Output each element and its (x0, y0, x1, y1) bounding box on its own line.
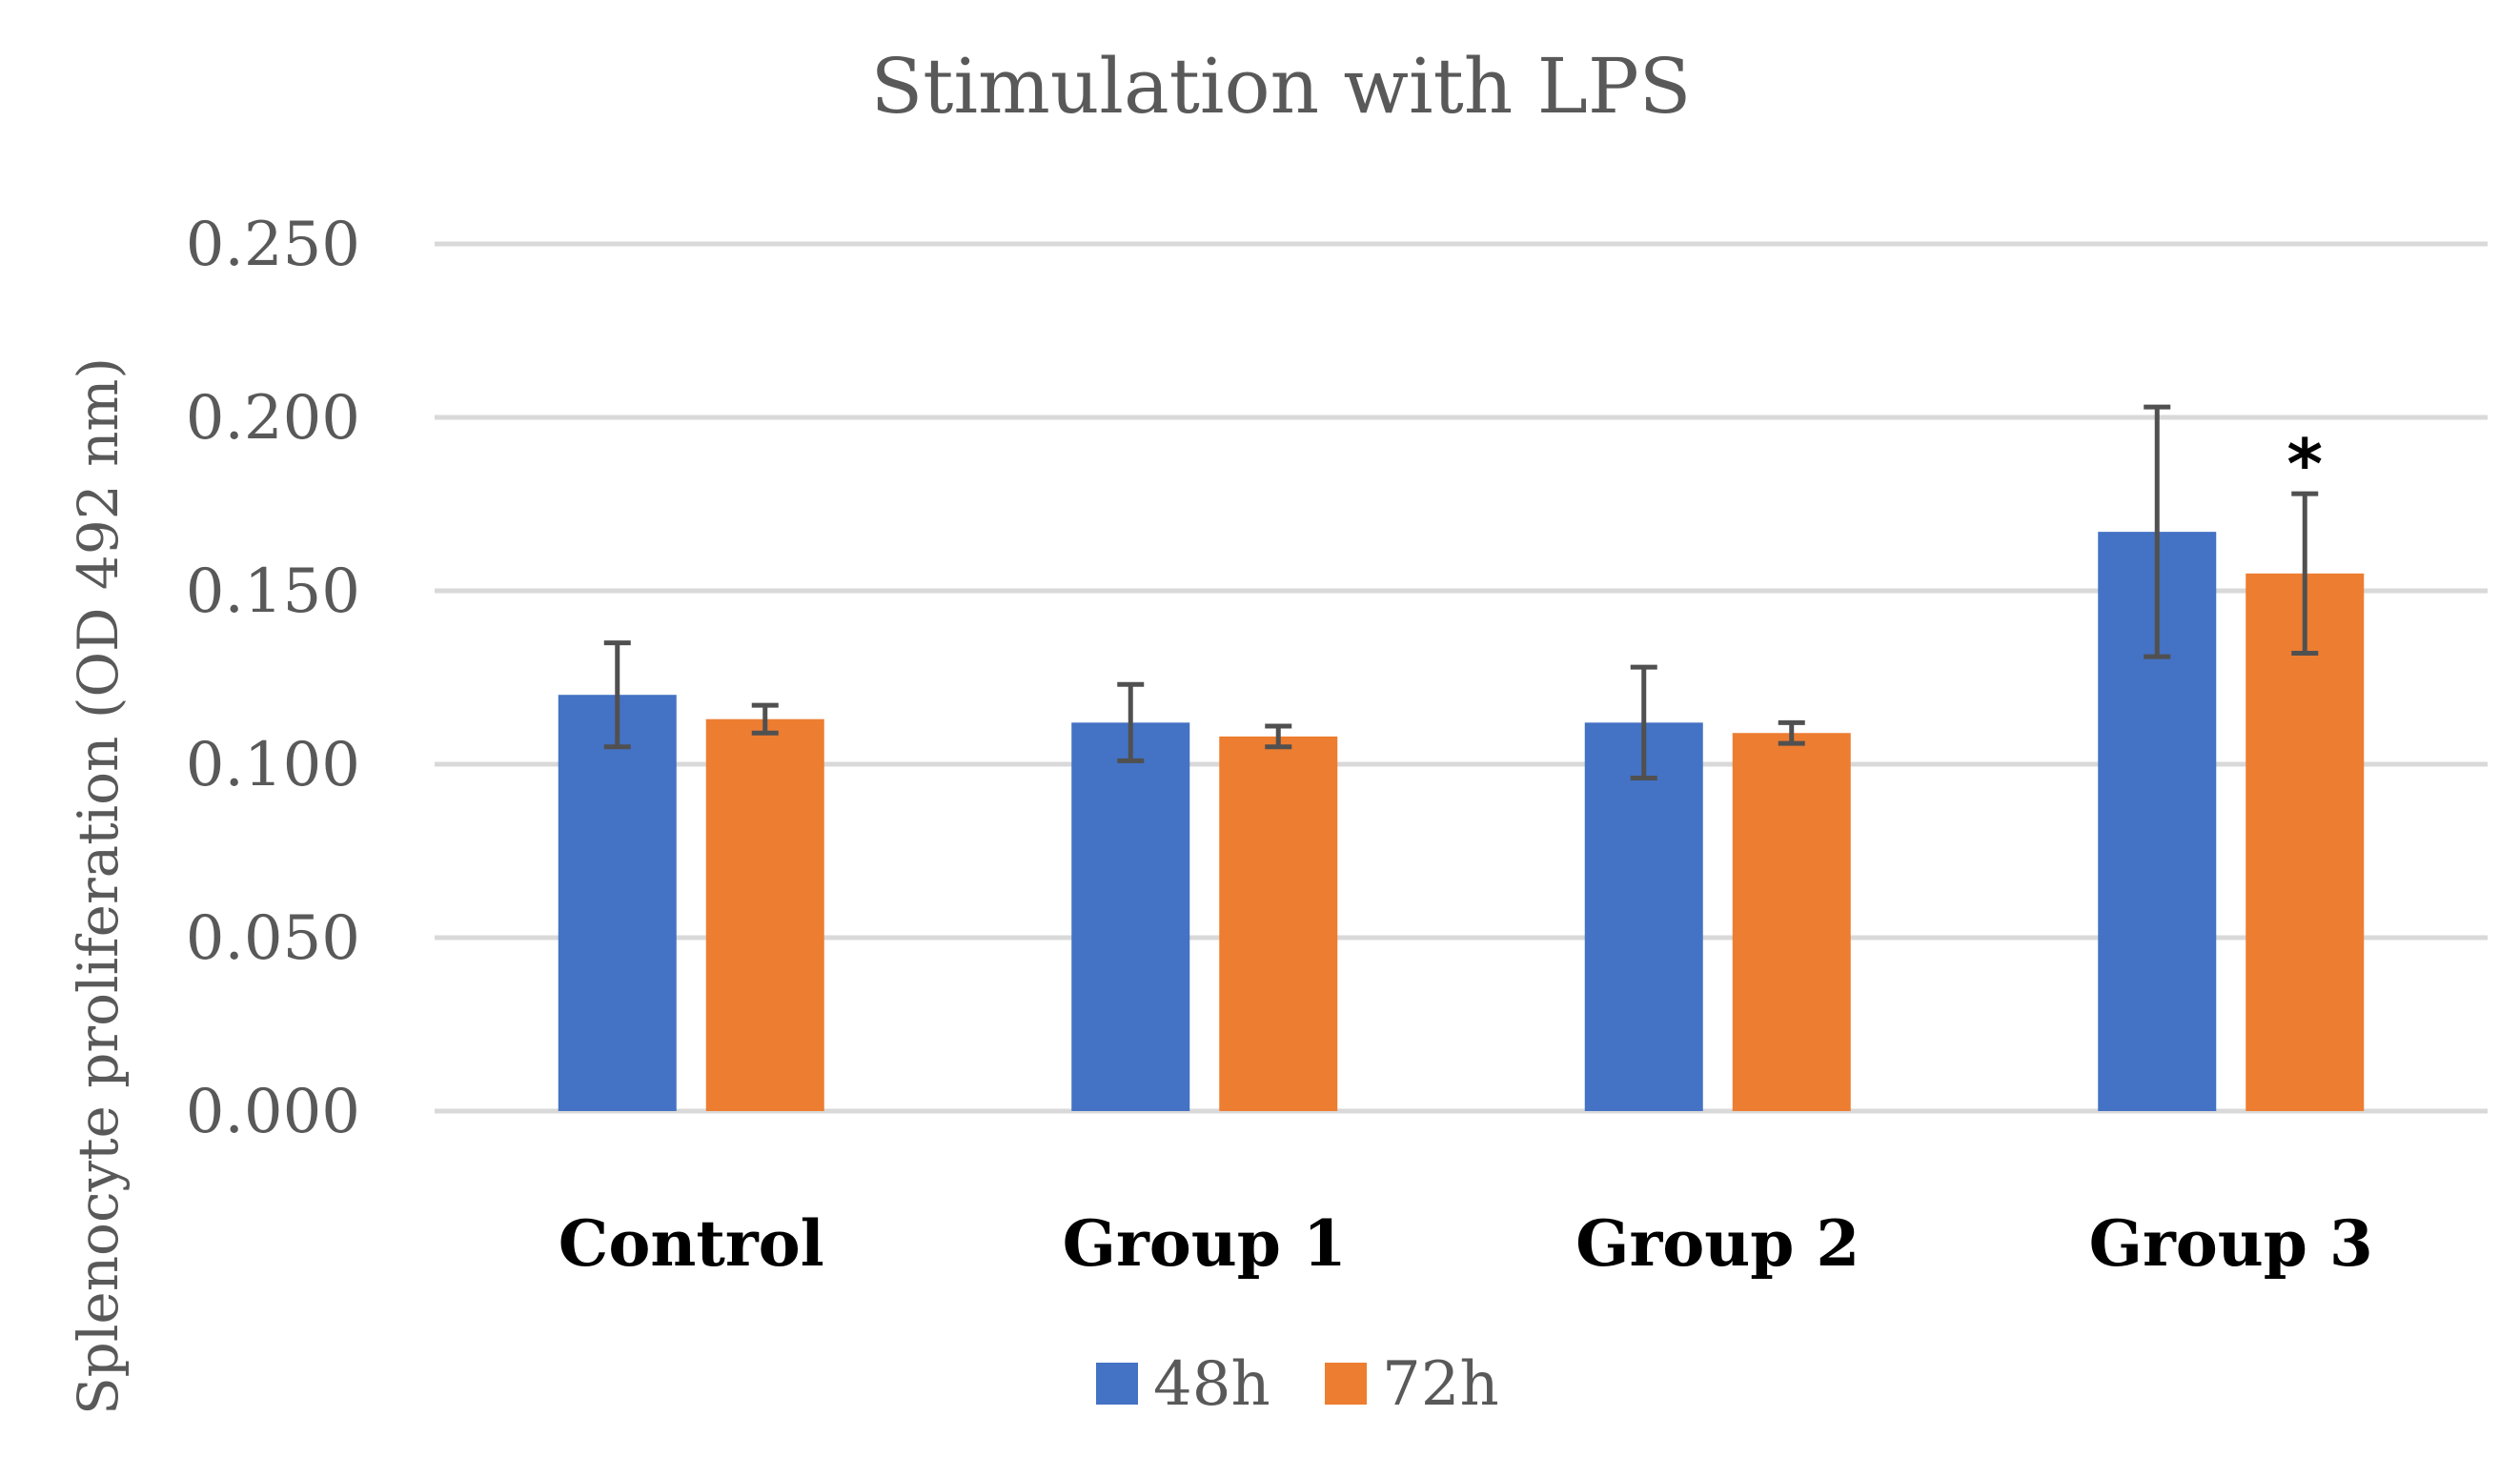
x-tick-label: Group 3 (2089, 1206, 2373, 1281)
x-tick-label: Group 1 (1063, 1206, 1347, 1281)
error-bar (1265, 723, 1292, 750)
y-tick-label: 0.200 (186, 383, 360, 454)
y-axis-ticks: 0.000 0.050 0.100 0.150 0.200 0.250 (186, 210, 360, 1147)
error-bar (2291, 491, 2319, 657)
y-tick-label: 0.150 (186, 556, 360, 627)
error-bar (1630, 664, 1657, 781)
bar-72h (1219, 736, 1338, 1111)
legend-swatch (1325, 1363, 1367, 1405)
bar-72h (1732, 733, 1851, 1111)
bar-72h (705, 718, 824, 1111)
y-axis-label: Splenocyte proliferation (OD 492 nm) (66, 357, 131, 1415)
error-bar (603, 640, 631, 750)
y-tick-label: 0.000 (186, 1077, 360, 1147)
legend-item-72h: 72h (1325, 1349, 1499, 1420)
y-tick-label: 0.100 (186, 730, 360, 800)
y-tick-label: 0.250 (186, 210, 360, 280)
significance-marker: * (2286, 424, 2323, 504)
error-bar (1778, 719, 1805, 746)
bar-48h (558, 695, 677, 1111)
error-bar (1117, 681, 1145, 763)
legend-swatch (1096, 1363, 1138, 1405)
legend-label: 48h (1153, 1349, 1270, 1420)
x-tick-label: Group 2 (1575, 1206, 1860, 1281)
error-bars (603, 404, 2319, 781)
error-bar (2144, 404, 2171, 659)
error-bar (751, 702, 779, 736)
bar-48h (1584, 722, 1703, 1111)
legend-label: 72h (1382, 1349, 1499, 1420)
bar-48h (1071, 722, 1190, 1111)
x-tick-label: Control (559, 1206, 824, 1281)
bar-72h (2246, 573, 2365, 1111)
chart-title: Stimulation with LPS (871, 42, 1692, 131)
legend: 48h 72h (1096, 1349, 1499, 1420)
bars (558, 532, 2365, 1111)
x-axis-ticks: Control Group 1 Group 2 Group 3 (559, 1206, 2373, 1281)
y-tick-label: 0.050 (186, 903, 360, 974)
annotations: * (2286, 424, 2323, 504)
legend-item-48h: 48h (1096, 1349, 1270, 1420)
